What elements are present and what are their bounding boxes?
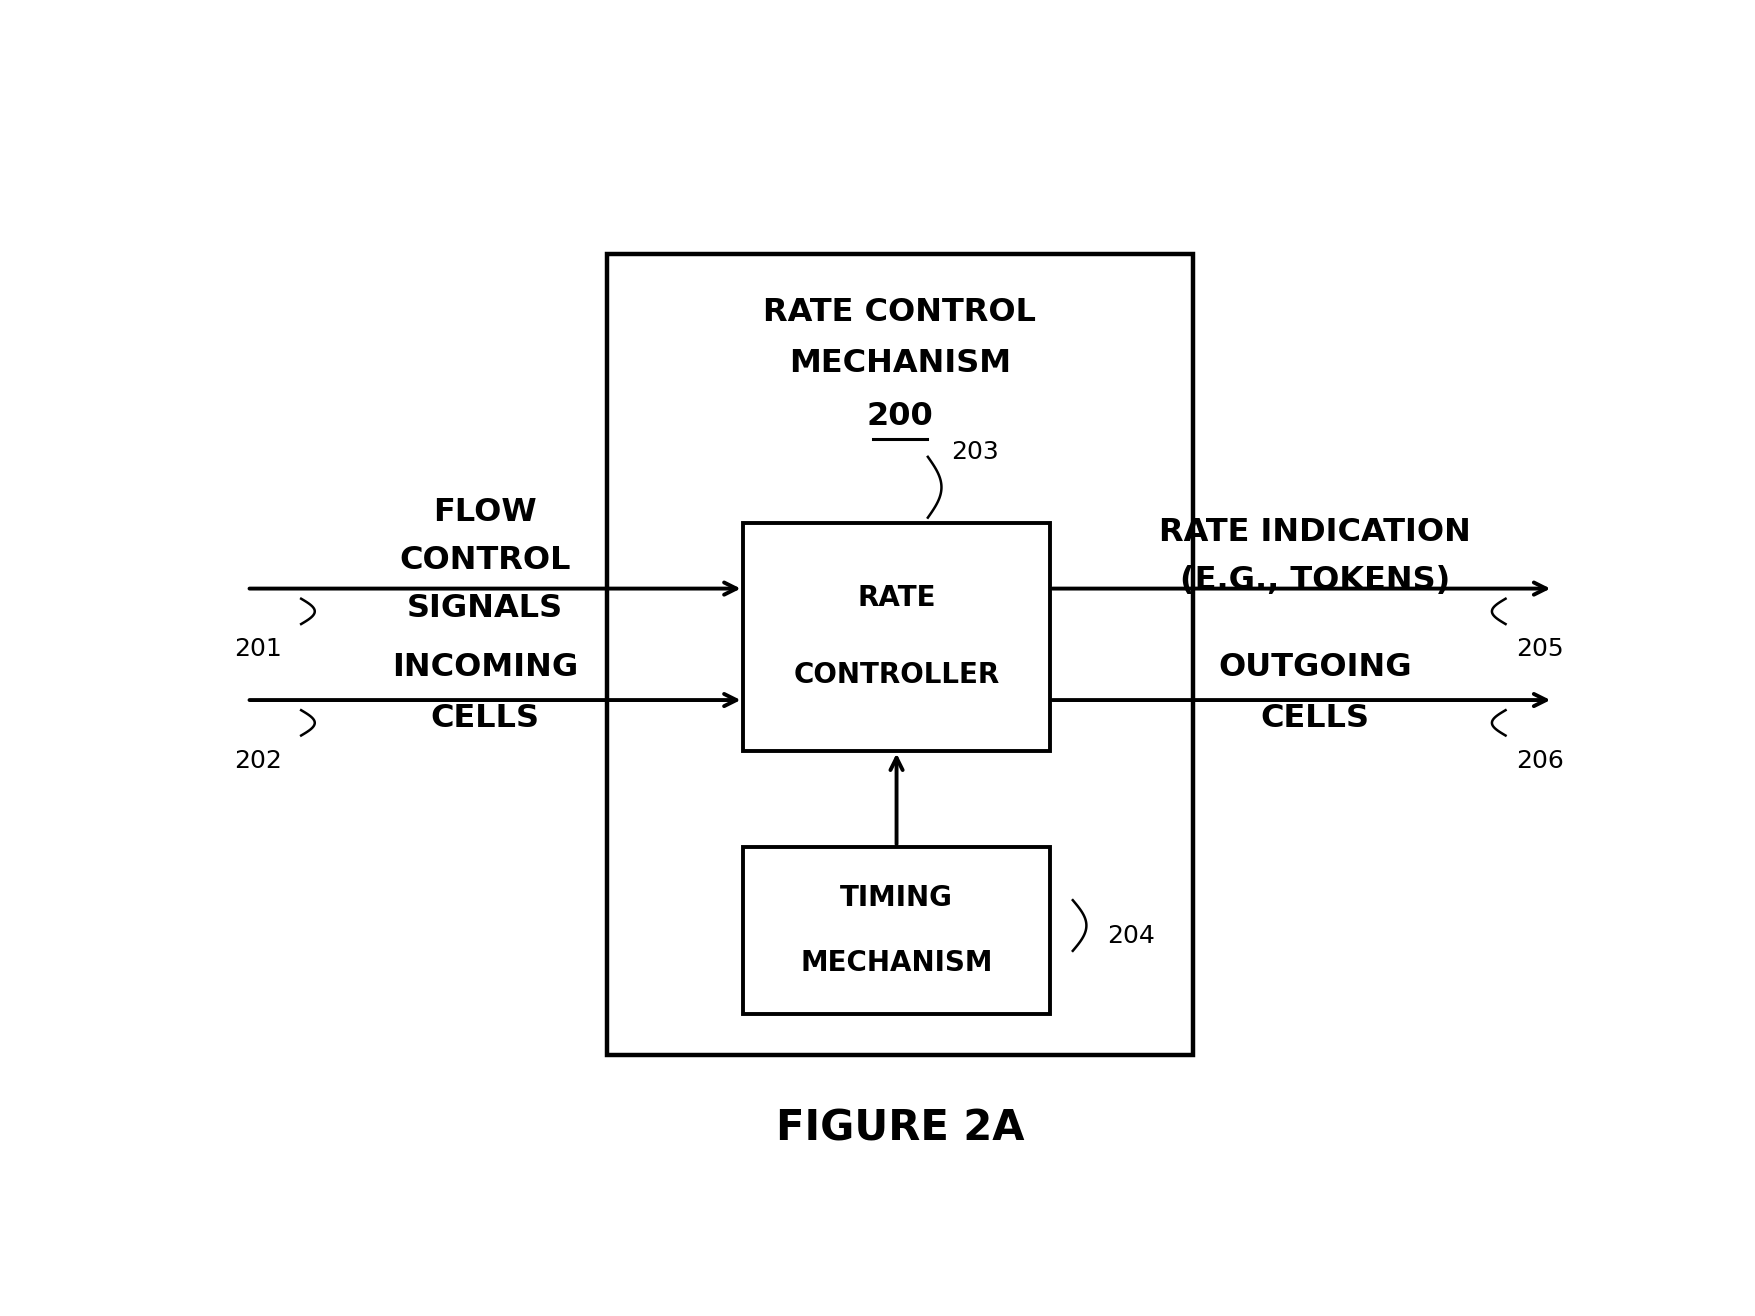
Text: INCOMING: INCOMING <box>391 653 577 683</box>
Text: 206: 206 <box>1515 749 1562 772</box>
Text: FIGURE 2A: FIGURE 2A <box>776 1108 1023 1150</box>
FancyBboxPatch shape <box>742 522 1049 750</box>
Text: CONTROL: CONTROL <box>398 545 570 575</box>
Text: 204: 204 <box>1106 924 1155 948</box>
Text: CELLS: CELLS <box>1260 703 1369 734</box>
Text: MECHANISM: MECHANISM <box>788 349 1011 379</box>
Text: 202: 202 <box>233 749 281 772</box>
Text: MECHANISM: MECHANISM <box>800 949 992 976</box>
Text: RATE: RATE <box>856 584 935 612</box>
Text: TIMING: TIMING <box>839 884 953 912</box>
Text: (E.G., TOKENS): (E.G., TOKENS) <box>1179 565 1450 596</box>
Text: 203: 203 <box>951 440 999 463</box>
Text: 200: 200 <box>865 401 934 432</box>
FancyBboxPatch shape <box>742 848 1049 1015</box>
FancyBboxPatch shape <box>607 254 1192 1054</box>
Text: FLOW: FLOW <box>433 497 537 528</box>
Text: 205: 205 <box>1515 637 1562 662</box>
Text: OUTGOING: OUTGOING <box>1218 653 1411 683</box>
Text: CONTROLLER: CONTROLLER <box>793 661 999 690</box>
Text: CELLS: CELLS <box>430 703 539 734</box>
Text: 201: 201 <box>233 637 281 662</box>
Text: SIGNALS: SIGNALS <box>407 594 563 624</box>
Text: RATE INDICATION: RATE INDICATION <box>1158 517 1471 549</box>
Text: RATE CONTROL: RATE CONTROL <box>763 297 1035 329</box>
